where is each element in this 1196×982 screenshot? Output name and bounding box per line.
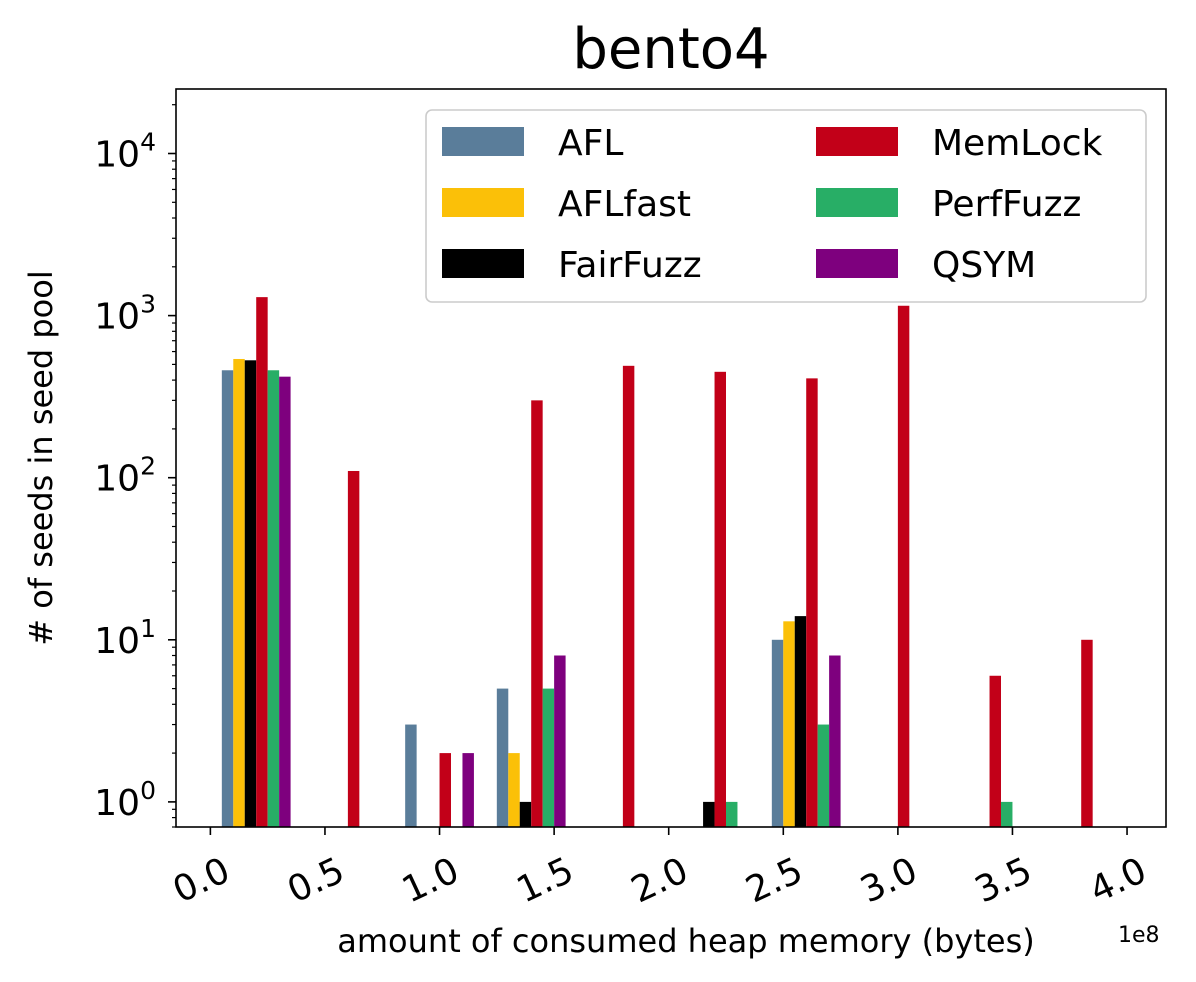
legend-swatch-perffuzz	[816, 188, 898, 217]
bar-memlock-6	[806, 378, 818, 827]
y-tick-label-3: 103	[94, 290, 156, 338]
legend-swatch-aflfast	[442, 188, 524, 217]
bar-fairfuzz-1	[519, 801, 532, 827]
bar-qsym-3	[829, 655, 841, 827]
bar-fairfuzz-0	[244, 360, 257, 827]
bar-qsym-2	[554, 655, 566, 827]
bar-memlock-7	[897, 305, 910, 827]
bar-memlock-9	[1081, 639, 1093, 827]
y-tick-label-1: 101	[94, 614, 156, 662]
y-axis-label: # of seeds in seed pool	[22, 270, 60, 645]
bar-memlock-3	[531, 400, 543, 827]
bar-afl-1	[405, 724, 417, 827]
bar-qsym-1	[462, 753, 474, 827]
x-offset-label: 1e8	[1118, 923, 1160, 948]
legend-label-afl: AFL	[558, 123, 623, 164]
bar-perffuzz-4	[1001, 801, 1013, 827]
y-tick-label-2: 102	[94, 452, 156, 500]
bar-qsym-0	[279, 376, 291, 827]
bars-layer	[221, 297, 1093, 827]
bar-memlock-5	[714, 371, 726, 827]
legend-swatch-afl	[442, 127, 524, 156]
legend-label-aflfast: AFLfast	[558, 184, 691, 225]
legend: AFL AFLfast FairFuzz MemLock PerfFuzz QSYM	[425, 109, 1147, 303]
bar-memlock-8	[989, 675, 1001, 827]
bar-perffuzz-1	[542, 688, 555, 827]
bar-aflfast-1	[508, 753, 520, 827]
bar-perffuzz-2	[726, 801, 738, 827]
bar-memlock-0	[256, 297, 268, 827]
legend-label-qsym: QSYM	[932, 245, 1036, 286]
plot-frame	[175, 88, 1167, 828]
bar-aflfast-0	[233, 358, 245, 827]
bar-memlock-1	[347, 470, 360, 827]
bar-memlock-2	[439, 753, 451, 827]
bar-afl-2	[496, 688, 509, 827]
legend-label-perffuzz: PerfFuzz	[932, 184, 1081, 225]
y-tick-label-4: 104	[94, 128, 156, 176]
bar-aflfast-2	[783, 621, 795, 827]
legend-swatch-qsym	[816, 249, 898, 278]
legend-label-fairfuzz: FairFuzz	[558, 245, 702, 286]
y-tick-label-0: 100	[94, 776, 156, 824]
legend-label-memlock: MemLock	[932, 123, 1103, 164]
bar-perffuzz-0	[267, 370, 280, 827]
x-axis-label: amount of consumed heap memory (bytes)	[337, 922, 1034, 960]
bar-afl-3	[771, 639, 784, 827]
bar-afl-0	[221, 370, 234, 827]
bar-fairfuzz-3	[794, 616, 807, 827]
bar-perffuzz-3	[817, 724, 830, 827]
bar-fairfuzz-2	[703, 801, 715, 827]
legend-swatch-fairfuzz	[442, 249, 524, 278]
bar-memlock-4	[622, 365, 635, 827]
legend-box	[425, 109, 1147, 303]
chart-title: bento4	[572, 17, 769, 82]
legend-swatch-memlock	[816, 127, 898, 156]
